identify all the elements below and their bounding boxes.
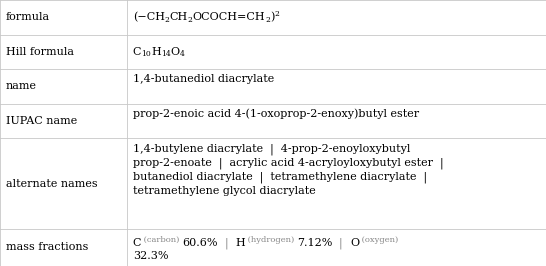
Text: (−CH: (−CH bbox=[133, 12, 165, 22]
Text: formula: formula bbox=[6, 12, 50, 22]
Text: 2: 2 bbox=[275, 10, 280, 18]
Text: O: O bbox=[170, 47, 180, 57]
Text: C: C bbox=[133, 238, 141, 248]
Text: H: H bbox=[151, 47, 161, 57]
Text: |: | bbox=[218, 238, 235, 249]
Text: mass fractions: mass fractions bbox=[6, 242, 88, 252]
Text: (hydrogen): (hydrogen) bbox=[245, 236, 297, 244]
Text: alternate names: alternate names bbox=[6, 178, 98, 189]
Text: 1,4-butanediol diacrylate: 1,4-butanediol diacrylate bbox=[133, 74, 274, 84]
Text: 10: 10 bbox=[141, 50, 151, 58]
Text: C: C bbox=[133, 47, 141, 57]
Text: H: H bbox=[235, 238, 245, 248]
Text: OCOCH=CH: OCOCH=CH bbox=[193, 12, 265, 22]
Text: 2: 2 bbox=[188, 16, 193, 24]
Text: 7.12%: 7.12% bbox=[297, 238, 333, 248]
Text: CH: CH bbox=[170, 12, 188, 22]
Text: 60.6%: 60.6% bbox=[182, 238, 218, 248]
Text: 4: 4 bbox=[180, 50, 185, 58]
Text: (carbon): (carbon) bbox=[141, 236, 182, 244]
Text: name: name bbox=[6, 81, 37, 92]
Text: Hill formula: Hill formula bbox=[6, 47, 74, 57]
Text: prop-2-enoic acid 4-(1-oxoprop-2-enoxy)butyl ester: prop-2-enoic acid 4-(1-oxoprop-2-enoxy)b… bbox=[133, 109, 419, 119]
Text: IUPAC name: IUPAC name bbox=[6, 116, 77, 126]
Text: 2: 2 bbox=[165, 16, 170, 24]
Text: 14: 14 bbox=[161, 50, 170, 58]
Text: 1,4-butylene diacrylate  |  4-prop-2-enoyloxybutyl
prop-2-enoate  |  acrylic aci: 1,4-butylene diacrylate | 4-prop-2-enoyl… bbox=[133, 143, 443, 196]
Text: 2: 2 bbox=[265, 16, 270, 24]
Text: O: O bbox=[350, 238, 359, 248]
Text: |: | bbox=[333, 238, 350, 249]
Text: 32.3%: 32.3% bbox=[133, 251, 168, 261]
Text: ): ) bbox=[270, 12, 275, 22]
Text: (oxygen): (oxygen) bbox=[359, 236, 398, 244]
